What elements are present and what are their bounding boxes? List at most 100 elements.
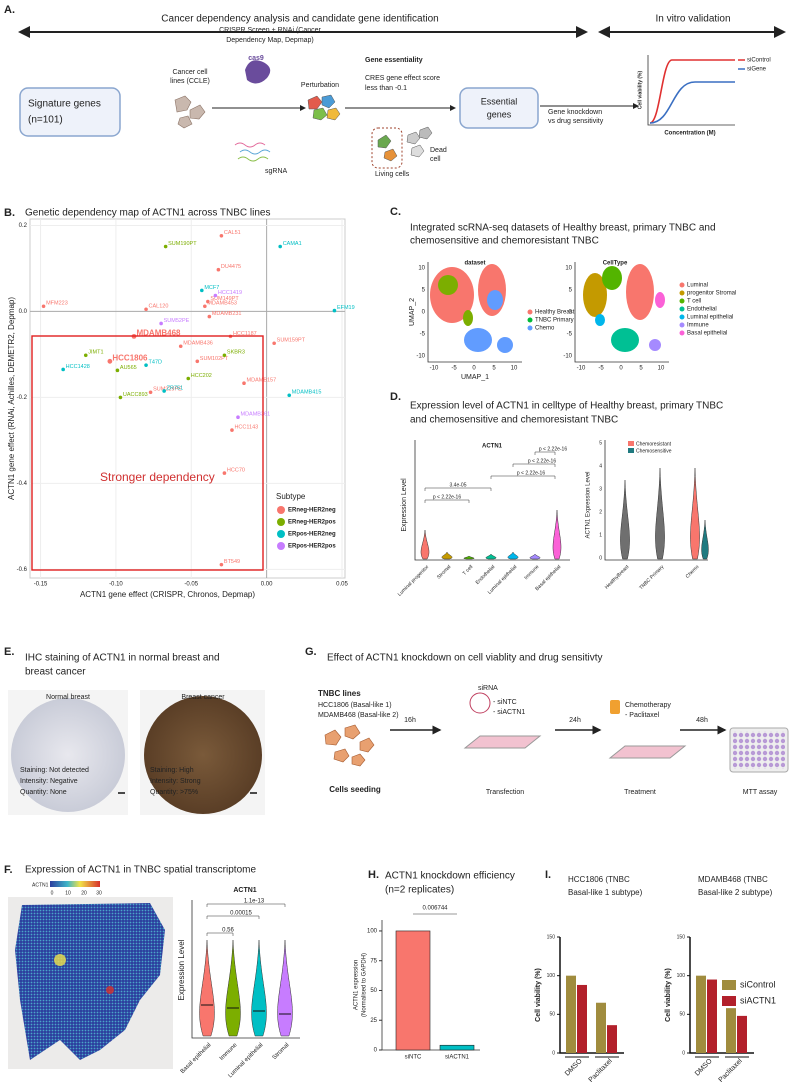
- point: [163, 244, 168, 249]
- y-axis-label: ACTN1 gene effect (RNAi, Achilles, DEMET…: [7, 297, 16, 500]
- legend-swatch: [277, 542, 285, 550]
- group: 0 25 50 75 100 ACTN1 expression (Normalised to…: [354, 906, 480, 1061]
- legend-label: siACTN1: [740, 995, 776, 1005]
- label: Dead: [430, 147, 447, 154]
- point: [178, 344, 183, 349]
- violin: [441, 551, 453, 560]
- shape: [418, 126, 433, 140]
- label: Treatment: [624, 789, 656, 796]
- x-tick-label: 10: [658, 366, 665, 372]
- x-tick-label: siNTC: [405, 1055, 422, 1061]
- axis: [604, 440, 708, 561]
- label: E.: [4, 646, 14, 658]
- group: -10 -5 0 5 10 10 5 0 -5 -10 UMAP_1 UMAP_2 -10 -5 0 5 10 1…: [409, 262, 736, 381]
- shape: [611, 328, 639, 352]
- p-value: p < 2.22e-16: [517, 470, 545, 476]
- shape: [344, 724, 361, 740]
- point-label: AU565: [120, 365, 137, 371]
- point: [219, 562, 224, 567]
- shape: [333, 748, 350, 763]
- label: D.: [390, 391, 401, 403]
- point-label: UACC893: [123, 392, 148, 398]
- cells: [307, 94, 341, 121]
- legend-swatch: [679, 306, 685, 312]
- umap-right: [583, 264, 665, 352]
- label: HCC1806 (Basal-like 1): [318, 702, 392, 709]
- point: [107, 358, 113, 364]
- group: HCC1806 (TNBC Basal-like 1 subtype) Cell v…: [535, 875, 776, 1082]
- label: - Paclitaxel: [625, 712, 660, 719]
- shape: [351, 753, 366, 767]
- label: vs drug sensitivity: [548, 118, 604, 125]
- violin: [690, 467, 700, 560]
- point: [213, 293, 218, 298]
- point: [216, 267, 221, 272]
- label: Cancer cell: [172, 69, 207, 76]
- label: MTT assay: [743, 789, 778, 796]
- x-tick-label: Basal epithelial: [180, 1042, 213, 1075]
- group: ACTN1 Expression Level Luminal progenitor S…: [397, 440, 709, 598]
- legend-swatch: [679, 282, 685, 288]
- label: A.: [4, 4, 15, 16]
- label: 30: [96, 890, 102, 896]
- legend-swatch: [722, 980, 736, 990]
- point-label: MDAMB361: [240, 412, 270, 418]
- violin: [277, 939, 293, 1037]
- point: [207, 314, 212, 319]
- point: [162, 389, 166, 393]
- sgrna-icon: [234, 142, 271, 162]
- legend-label: Basal epithelial: [687, 331, 727, 337]
- bar: [696, 975, 706, 1053]
- shape: [383, 148, 398, 162]
- label: siGene: [747, 67, 767, 73]
- legend-label: Chemo: [535, 326, 555, 332]
- plate: [463, 735, 542, 749]
- icon: [469, 692, 491, 714]
- umap-left: [430, 264, 513, 353]
- y-tick-label: 3: [599, 486, 602, 492]
- label: ACTN1: [32, 882, 49, 888]
- label: H.: [368, 869, 379, 881]
- p-value: p < 2.22e-16: [433, 494, 461, 500]
- x-tick-label: DMSO: [564, 1057, 584, 1077]
- x-tick-label: -0.05: [184, 582, 198, 588]
- point-label: MDAMB453: [207, 301, 237, 307]
- violin: [225, 939, 241, 1037]
- label: G.: [305, 646, 317, 658]
- y-tick-label: 150: [677, 934, 686, 940]
- x-tick-label: Stromal: [272, 1042, 291, 1061]
- point: [159, 321, 163, 326]
- y-axis-label: Expression Level: [401, 478, 408, 532]
- point-label: JIMT1: [88, 350, 103, 356]
- legend-label: Endothelial: [687, 307, 717, 313]
- y-axis-label: Cell viability (%): [665, 968, 672, 1022]
- plot-frame: [29, 218, 346, 579]
- y-tick-label: 0.2: [19, 223, 28, 229]
- y-tick-label: 0: [422, 310, 426, 316]
- axis: [574, 262, 669, 363]
- point: [115, 368, 120, 373]
- plate: [608, 745, 687, 759]
- label: In vitro validation: [655, 14, 730, 25]
- p-value: 0.00015: [230, 911, 252, 917]
- point-label: DU4475: [221, 264, 241, 270]
- x-tick-label: Chemo: [685, 564, 701, 580]
- label: less than -0.1: [365, 85, 407, 92]
- bracket: [512, 463, 556, 467]
- point: [272, 341, 276, 346]
- violin: [420, 529, 430, 560]
- x-axis-label: UMAP_1: [461, 374, 489, 381]
- shape: [438, 275, 458, 295]
- y-axis-label: UMAP_2: [409, 298, 416, 326]
- y-tick-label: 2: [599, 509, 602, 515]
- y-tick-label: -0.6: [17, 567, 28, 573]
- shape: [595, 314, 605, 326]
- x-axis-label: ACTN1 gene effect (CRISPR, Chronos, Depm…: [80, 590, 255, 599]
- cells: [174, 95, 206, 129]
- violin: [620, 479, 630, 560]
- label: Intensity: Negative: [20, 778, 78, 785]
- point: [144, 363, 148, 367]
- shape: [463, 310, 473, 326]
- y-tick-label: 0: [569, 310, 573, 316]
